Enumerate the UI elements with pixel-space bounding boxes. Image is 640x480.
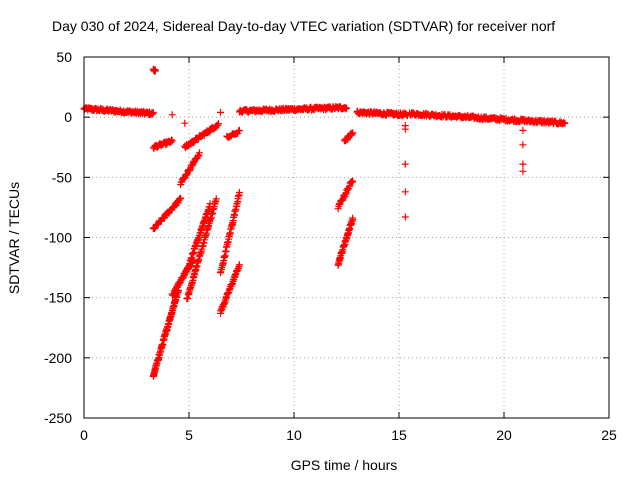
data-point — [168, 111, 176, 119]
y-tick-label: -50 — [52, 169, 72, 185]
data-point — [168, 137, 176, 145]
data-point — [401, 213, 409, 221]
x-tick-label: 20 — [496, 427, 512, 443]
data-point — [519, 141, 527, 149]
data-point — [212, 195, 220, 203]
data-point — [519, 167, 527, 175]
axis-ticks: 0 5 10 15 20 25 -250 -200 -150 -100 -50 0 50 — [44, 49, 617, 443]
y-tick-label: 50 — [56, 49, 72, 65]
x-tick-label: 10 — [286, 427, 302, 443]
data-point — [349, 129, 357, 137]
data-point — [343, 104, 350, 112]
x-tick-label: 5 — [185, 427, 193, 443]
data-point — [519, 126, 527, 134]
data-point — [342, 105, 350, 113]
y-tick-label: -200 — [44, 350, 72, 366]
data-point — [177, 194, 185, 202]
data-point — [402, 110, 410, 118]
data-points — [80, 65, 569, 380]
y-tick-label: -250 — [44, 410, 72, 426]
x-axis-label: GPS time / hours — [291, 457, 398, 473]
data-point — [235, 126, 243, 134]
data-point — [349, 177, 357, 185]
data-point — [149, 109, 157, 116]
data-point — [561, 119, 569, 127]
data-point — [181, 119, 189, 127]
data-point — [519, 116, 527, 124]
data-point — [235, 189, 243, 196]
y-axis-label: SDTVAR / TECUs — [6, 182, 22, 294]
data-point — [168, 136, 175, 144]
data-point — [401, 125, 409, 133]
y-tick-label: -150 — [44, 290, 72, 306]
chart-title: Day 030 of 2024, Sidereal Day-to-day VTE… — [52, 18, 555, 34]
data-point — [401, 160, 409, 168]
x-tick-label: 25 — [601, 427, 617, 443]
data-point — [196, 149, 203, 157]
x-tick-label: 15 — [391, 427, 407, 443]
data-point — [401, 188, 409, 196]
data-point — [217, 108, 224, 116]
data-point — [519, 160, 527, 168]
y-tick-label: 0 — [64, 109, 72, 125]
x-tick-label: 0 — [80, 427, 88, 443]
data-point — [349, 216, 357, 224]
data-point — [151, 67, 159, 75]
y-tick-label: -100 — [44, 230, 72, 246]
data-point — [214, 120, 222, 128]
data-point — [235, 261, 243, 269]
